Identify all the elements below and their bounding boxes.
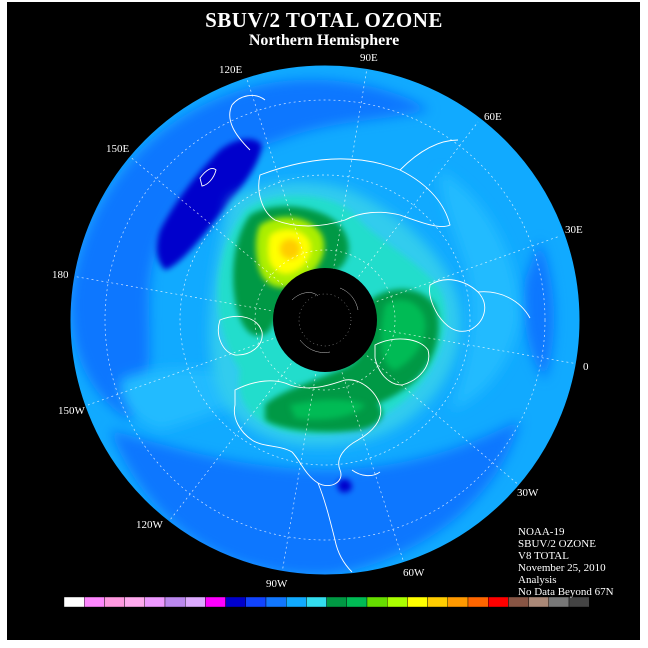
legend-tick-label: 120 bbox=[97, 610, 113, 621]
legend-swatch bbox=[63, 596, 85, 608]
ozone-band-420 bbox=[280, 239, 300, 259]
lon-label-90w: 90W bbox=[266, 578, 288, 590]
lon-label-30e: 30E bbox=[565, 224, 583, 236]
lon-label-120w: 120W bbox=[136, 519, 164, 531]
lon-label-90e: 90E bbox=[360, 52, 378, 64]
legend-tick-label: 280 bbox=[258, 610, 274, 621]
legend-swatch bbox=[124, 596, 145, 608]
continent-outlines bbox=[199, 94, 531, 573]
legend-swatch bbox=[427, 596, 449, 608]
pole-no-data-mask bbox=[273, 268, 377, 372]
legend-swatch bbox=[488, 596, 509, 608]
ozone-band-240 bbox=[156, 138, 352, 493]
legend-tick-label: 500 bbox=[480, 610, 496, 621]
legend-swatch bbox=[568, 596, 590, 608]
legend-tick-label: 580 bbox=[561, 610, 577, 621]
longitude-labels: 90E 60E 30E 0 30W 60W 90W 120W 150W 180 … bbox=[52, 52, 589, 590]
ozone-field bbox=[70, 67, 579, 575]
legend-tick-label: 180 bbox=[157, 610, 173, 621]
legend-tick-label: 520 bbox=[501, 610, 517, 621]
legend-swatch bbox=[508, 596, 529, 608]
pole-coastlines bbox=[291, 287, 359, 353]
info-satellite: NOAA-19 bbox=[518, 526, 565, 538]
info-product: SBUV/2 OZONE bbox=[518, 538, 596, 550]
legend-tick-label: 300 bbox=[278, 610, 294, 621]
lon-label-150e: 150E bbox=[106, 143, 130, 155]
legend-swatch bbox=[265, 596, 287, 608]
legend-tick-label: 140 bbox=[117, 610, 133, 621]
legend-swatch bbox=[83, 596, 105, 608]
color-legend bbox=[63, 596, 590, 608]
legend-tick-label: 260 bbox=[238, 610, 254, 621]
lon-label-30w: 30W bbox=[517, 487, 539, 499]
legend-tick-label: 360 bbox=[339, 610, 355, 621]
map-title: SBUV/2 TOTAL OZONE bbox=[205, 8, 443, 32]
legend-swatch bbox=[225, 596, 247, 608]
legend-swatch bbox=[346, 596, 368, 608]
legend-swatch bbox=[407, 596, 428, 608]
legend-tick-label: 420 bbox=[400, 610, 416, 621]
legend-tick-label: 440 bbox=[420, 610, 436, 621]
info-note: No Data Beyond 67N bbox=[518, 586, 614, 598]
legend-tick-label: 540 bbox=[521, 610, 537, 621]
legend-swatch bbox=[184, 596, 206, 608]
graticule bbox=[71, 67, 579, 574]
lon-label-0: 0 bbox=[583, 361, 589, 373]
color-legend-ticks: 80 100 120 140 160 180 200 220 240 260 280 300 320 34… bbox=[59, 610, 577, 621]
legend-tick-label: 480 bbox=[460, 610, 476, 621]
info-date: November 25, 2010 bbox=[518, 562, 606, 574]
legend-tick-label: 80 bbox=[59, 610, 70, 621]
legend-swatch bbox=[366, 596, 388, 608]
legend-swatch bbox=[286, 596, 307, 608]
lon-label-150w: 150W bbox=[58, 405, 86, 417]
legend-tick-label: 160 bbox=[137, 610, 153, 621]
legend-swatch bbox=[164, 596, 186, 608]
legend-tick-label: 400 bbox=[379, 610, 395, 621]
legend-tick-label: 340 bbox=[319, 610, 335, 621]
legend-swatch bbox=[205, 596, 226, 608]
legend-tick-label: 460 bbox=[440, 610, 456, 621]
legend-swatch bbox=[245, 596, 267, 608]
info-version: V8 TOTAL bbox=[518, 550, 569, 562]
legend-swatch bbox=[326, 596, 348, 608]
lon-label-180: 180 bbox=[52, 269, 69, 281]
legend-swatch bbox=[104, 596, 125, 608]
legend-swatch bbox=[387, 596, 408, 608]
lon-label-120e: 120E bbox=[219, 64, 243, 76]
legend-swatch bbox=[467, 596, 489, 608]
ozone-band-260 bbox=[70, 79, 555, 575]
info-type: Analysis bbox=[518, 574, 557, 586]
legend-tick-label: 380 bbox=[359, 610, 375, 621]
map-subtitle: Northern Hemisphere bbox=[248, 32, 400, 49]
legend-tick-label: 560 bbox=[541, 610, 557, 621]
legend-tick-label: 240 bbox=[218, 610, 234, 621]
legend-swatch bbox=[528, 596, 549, 608]
hemisphere-outline bbox=[69, 64, 581, 576]
legend-tick-label: 320 bbox=[299, 610, 315, 621]
legend-tick-label: 200 bbox=[177, 610, 193, 621]
lon-label-60e: 60E bbox=[484, 111, 502, 123]
legend-swatch bbox=[447, 596, 469, 608]
lon-label-60w: 60W bbox=[403, 567, 425, 579]
legend-swatch bbox=[548, 596, 570, 608]
legend-tick-label: 220 bbox=[198, 610, 214, 621]
legend-swatch bbox=[144, 596, 166, 608]
legend-tick-label: 100 bbox=[76, 610, 92, 621]
legend-swatch bbox=[306, 596, 327, 608]
